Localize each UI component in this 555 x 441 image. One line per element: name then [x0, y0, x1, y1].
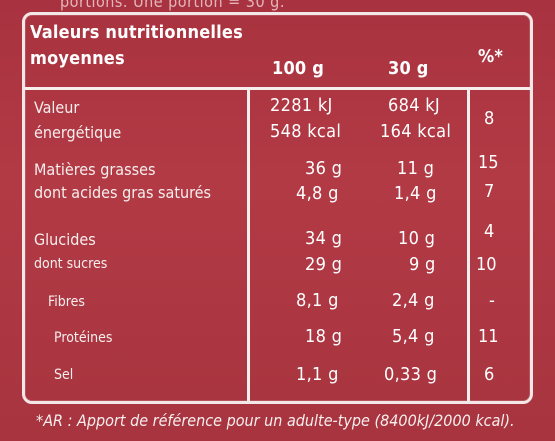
column-header-100g: 100 g	[272, 58, 325, 79]
row-label: Fibres	[48, 294, 85, 310]
row-label: Matières grasses	[34, 160, 156, 179]
table-title-line2: moyennes	[30, 48, 125, 69]
column-header-30g: 30 g	[388, 58, 429, 79]
row-value-100g: 548 kcal	[270, 121, 342, 142]
row-value-pct: -	[489, 290, 495, 311]
row-value-30g: 10 g	[398, 228, 436, 249]
table-title-line1: Valeurs nutritionnelles	[30, 22, 243, 43]
row-label: Valeur	[34, 98, 80, 117]
row-value-pct: 4	[484, 221, 495, 242]
row-label: dont acides gras saturés	[34, 183, 212, 202]
row-value-30g: 9 g	[409, 254, 436, 275]
row-label: énergétique	[34, 123, 122, 142]
row-value-pct: 10	[476, 254, 497, 275]
column-divider-right	[467, 87, 470, 401]
row-value-pct: 6	[484, 364, 495, 385]
row-value-100g: 29 g	[305, 254, 343, 275]
row-value-30g: 164 kcal	[380, 121, 452, 142]
top-cut-text: portions. Une portion = 30 g.	[60, 0, 285, 11]
column-header-pct: %*	[478, 46, 504, 67]
row-value-30g: 5,4 g	[392, 326, 435, 347]
row-value-100g: 1,1 g	[296, 364, 339, 385]
row-value-pct: 8	[484, 108, 495, 129]
row-label: Glucides	[34, 230, 96, 249]
row-value-100g: 4,8 g	[296, 183, 339, 204]
row-value-30g: 1,4 g	[394, 183, 437, 204]
row-value-100g: 36 g	[305, 158, 343, 179]
row-value-pct: 15	[478, 152, 499, 173]
row-label: Sel	[54, 367, 74, 383]
row-value-pct: 11	[478, 326, 499, 347]
row-value-30g: 0,33 g	[384, 364, 438, 385]
nutrition-table	[22, 12, 533, 404]
row-value-100g: 2281 kJ	[270, 95, 333, 116]
header-divider	[25, 87, 530, 90]
row-value-100g: 18 g	[305, 326, 343, 347]
row-value-100g: 34 g	[305, 228, 343, 249]
column-divider-left	[247, 87, 250, 401]
row-value-pct: 7	[484, 181, 495, 202]
row-label: Protéines	[54, 330, 113, 346]
footnote: *AR : Apport de référence pour un adulte…	[36, 411, 515, 430]
row-label: dont sucres	[34, 256, 108, 272]
row-value-30g: 2,4 g	[392, 290, 435, 311]
row-value-30g: 684 kJ	[388, 95, 440, 116]
row-value-30g: 11 g	[397, 158, 435, 179]
row-value-100g: 8,1 g	[296, 290, 339, 311]
